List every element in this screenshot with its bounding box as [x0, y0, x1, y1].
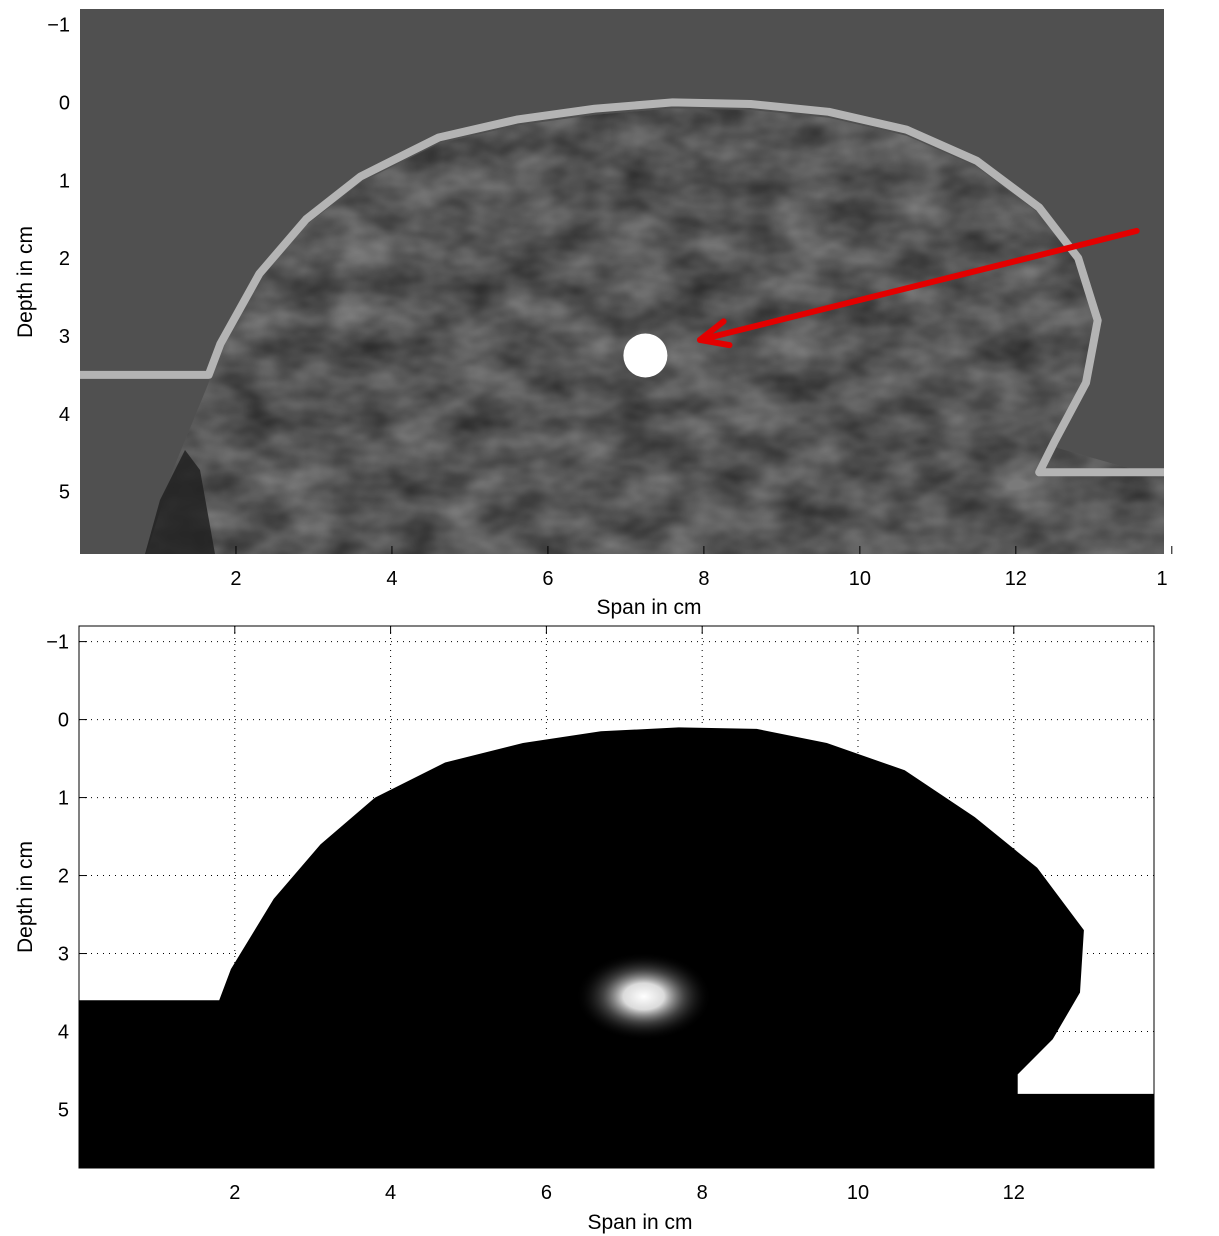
bright-spot [575, 952, 712, 1041]
x-tick-label: 8 [698, 568, 709, 590]
x-tick-label: 4 [386, 568, 397, 590]
x-tick-label: 4 [385, 1182, 396, 1204]
dark-lower-left-region [145, 450, 215, 554]
bottom-x-axis-label: Span in cm [587, 1211, 692, 1234]
top-y-ticks: −1 0 1 2 3 4 5 [47, 15, 70, 504]
bottom-axes-frame [78, 625, 1155, 1169]
arrow-shaft [696, 227, 1140, 343]
y-tick-label: −1 [47, 15, 70, 37]
y-tick-label: −1 [46, 632, 69, 654]
x-tick-label: 8 [697, 1182, 708, 1204]
x-tick-label: 2 [230, 568, 241, 590]
y-tick-label: 3 [59, 326, 70, 348]
x-tick-label: 10 [847, 1182, 869, 1204]
arrow-head [696, 318, 733, 349]
x-tick-label: 12 [1003, 1182, 1025, 1204]
x-tick-label: 2 [229, 1182, 240, 1204]
y-tick-label: 3 [58, 944, 69, 966]
y-tick-label: 4 [59, 404, 70, 426]
y-tick-label: 5 [58, 1100, 69, 1122]
top-x-ticks: 2 4 6 8 10 12 1 [230, 546, 1173, 590]
boundary-contour [80, 98, 1164, 477]
target-marker [623, 333, 668, 378]
y-tick-label: 0 [59, 92, 70, 114]
bottom-y-axis-label: Depth in cm [14, 841, 37, 953]
y-tick-label: 1 [58, 788, 69, 810]
top-x-axis-label: Span in cm [596, 596, 701, 619]
y-tick-label: 2 [59, 248, 70, 270]
black-region [79, 727, 1154, 1168]
y-tick-label: 2 [58, 866, 69, 888]
bottom-y-ticks: −1 0 1 2 3 4 5 [46, 632, 87, 1122]
y-tick-label: 1 [59, 170, 70, 192]
x-tick-label: 10 [849, 568, 871, 590]
y-tick-label: 0 [58, 710, 69, 732]
y-tick-label: 5 [59, 482, 70, 504]
top-y-axis-label: Depth in cm [14, 226, 37, 338]
bottom-x-ticks: 2 4 6 8 10 12 [229, 626, 1025, 1204]
x-tick-label: 1 [1156, 568, 1167, 590]
x-tick-label: 12 [1005, 568, 1027, 590]
x-tick-label: 6 [542, 568, 553, 590]
x-tick-label: 6 [541, 1182, 552, 1204]
y-tick-label: 4 [58, 1022, 69, 1044]
